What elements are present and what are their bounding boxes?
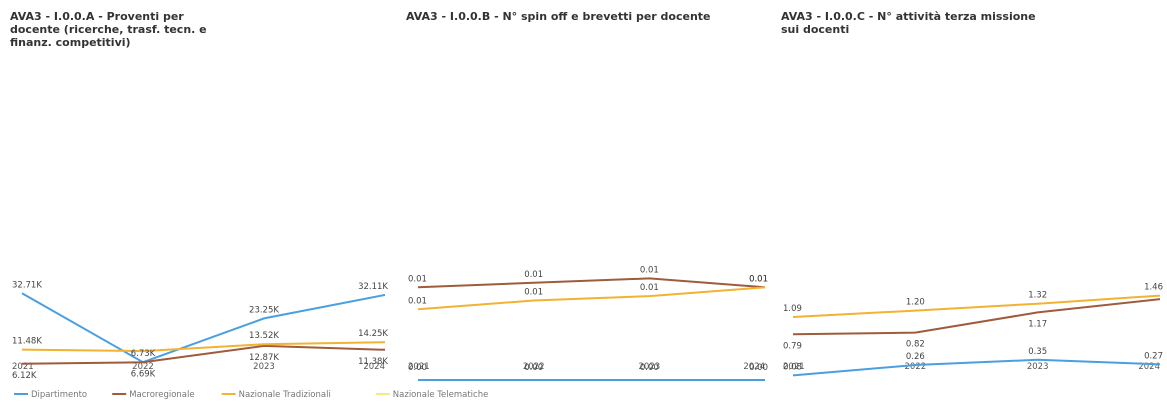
legend: Dipartimento Macroregionale Nazionale Trad… [14, 390, 488, 400]
x-tick-label: 2021 [408, 362, 430, 372]
data-label: 6.12K [12, 371, 37, 381]
data-label: 0.26 [906, 352, 925, 362]
data-label: 0.01 [749, 274, 768, 284]
data-label: 6.69K [131, 369, 156, 379]
data-label: 0.82 [906, 340, 925, 350]
x-tick-label: 2021 [12, 362, 34, 372]
x-tick-label: 2023 [253, 362, 275, 372]
data-label: 32.11K [358, 282, 388, 292]
x-tick-label: 2024 [1138, 362, 1160, 372]
chart-title-line: docente (ricerche, trasf. tecn. e [10, 23, 207, 36]
legend-item: Nazionale Telematiche [393, 390, 489, 400]
x-tick-label: 2022 [905, 362, 927, 372]
data-label: 32.71K [12, 280, 42, 290]
x-tick-label: 2024 [743, 362, 765, 372]
data-label: 6.73K [131, 349, 156, 359]
data-label: 11.38K [358, 357, 388, 367]
data-label: 0.27 [1144, 351, 1163, 361]
x-tick-label: 2022 [523, 362, 545, 372]
x-tick-label: 2021 [783, 362, 805, 372]
legend-item: Macroregionale [129, 390, 194, 400]
series-line-nazionale-tradizionali [21, 341, 386, 353]
legend-item: Nazionale Tradizionali [239, 390, 331, 400]
x-tick-label: 2023 [1027, 362, 1049, 372]
chart-panel-3: AVA3 - I.0.0.C - N° attività terza missi… [781, 10, 1163, 377]
x-tick-label: 2023 [639, 362, 661, 372]
data-label: 0.01 [524, 288, 543, 298]
data-label: 0.00 [408, 363, 427, 373]
data-label: 11.48K [12, 337, 42, 347]
data-label: 0.79 [783, 341, 802, 351]
data-label: 1.09 [783, 304, 802, 314]
data-label: 13.52K [249, 331, 279, 341]
chart-title-line: AVA3 - I.0.0.A - Proventi per [10, 10, 184, 23]
x-tick-label: 2022 [132, 362, 154, 372]
series-line-macroregionale [417, 277, 766, 289]
series-line-macroregionale [21, 344, 386, 365]
series-line-dipartimento [21, 292, 386, 364]
data-label: 0.01 [408, 296, 427, 306]
data-label: 0.08 [783, 362, 802, 372]
data-label: 0.00 [749, 363, 768, 373]
data-label: 1.20 [906, 298, 925, 308]
x-tick-label: 2024 [363, 362, 385, 372]
series-line-macroregionale [792, 298, 1161, 336]
series-line-nazionale-tradizionali [417, 286, 766, 311]
data-label: 1.46 [1144, 283, 1163, 293]
data-label: 0.01 [640, 283, 659, 293]
data-label: 12.87K [249, 353, 279, 363]
data-label: 0.01 [524, 270, 543, 280]
data-label: 0.01 [640, 265, 659, 275]
chart-panel-2: AVA3 - I.0.0.B - N° spin off e brevetti … [406, 10, 768, 381]
legend-item: Dipartimento [31, 390, 87, 400]
data-label: 0.35 [1028, 347, 1047, 357]
chart-title-line: AVA3 - I.0.0.B - N° spin off e brevetti … [406, 10, 711, 23]
data-label: 0.00 [640, 363, 659, 373]
data-label: 1.32 [1028, 291, 1047, 301]
data-label: 0.01 [408, 274, 427, 284]
data-label: 23.25K [249, 305, 279, 315]
chart-title-line: finanz. competitivi) [10, 36, 131, 49]
chart-title-line: sui docenti [781, 23, 849, 36]
data-label: 0.01 [749, 274, 768, 284]
data-label: 0.00 [524, 363, 543, 373]
series-line-dipartimento [792, 358, 1161, 377]
data-label: 1.17 [1028, 319, 1047, 329]
chart-title-line: AVA3 - I.0.0.C - N° attività terza missi… [781, 10, 1036, 23]
data-label: 14.25K [358, 329, 388, 339]
series-line-nazionale-tradizionali [792, 294, 1161, 318]
